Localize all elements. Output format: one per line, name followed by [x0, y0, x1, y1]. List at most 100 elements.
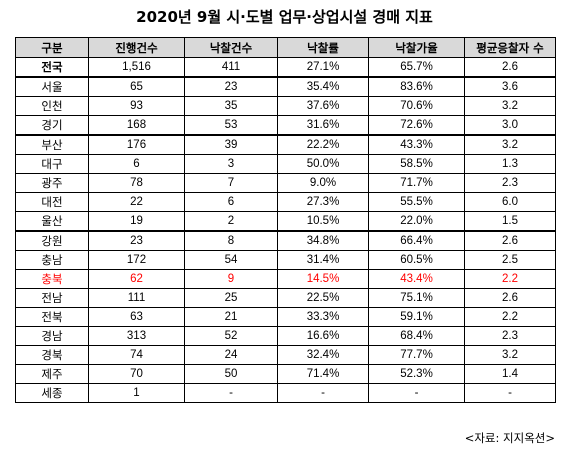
region-cell: 울산 [15, 211, 89, 232]
winning-price-ratio-cell: 71.7% [368, 173, 465, 193]
winning-rate-cell: 9.0% [277, 173, 369, 193]
column-header-winning-count: 낙찰건수 [184, 37, 278, 58]
winning-rate-cell: 33.3% [277, 307, 369, 327]
region-cell: 인천 [15, 96, 89, 116]
region-cell: 대전 [15, 192, 89, 212]
winning-count-cell: 3 [184, 154, 278, 174]
table-header-row: 구분 진행건수 낙찰건수 낙찰률 낙찰가율 평균응찰자 수 [15, 37, 556, 58]
winning-rate-cell: 32.4% [277, 345, 369, 365]
region-cell: 경북 [15, 345, 89, 365]
winning-count-cell: 9 [184, 269, 278, 289]
table-row: 서울 65 23 35.4% 83.6% 3.6 [15, 76, 556, 97]
winning-count-cell: 52 [184, 326, 278, 346]
winning-rate-cell: - [277, 383, 369, 403]
progress-count-cell: 1 [88, 383, 185, 403]
average-bidders-cell: 6.0 [464, 192, 556, 212]
average-bidders-cell: 3.2 [464, 345, 556, 365]
winning-count-cell: 35 [184, 96, 278, 116]
average-bidders-cell: 3.6 [464, 76, 556, 97]
table-row-highlighted: 충북 62 9 14.5% 43.4% 2.2 [15, 269, 556, 289]
winning-price-ratio-cell: 60.5% [368, 250, 465, 270]
winning-price-ratio-cell: 43.4% [368, 269, 465, 289]
region-cell: 전국 [15, 57, 89, 78]
column-header-region: 구분 [15, 37, 89, 58]
winning-rate-cell: 71.4% [277, 364, 369, 384]
winning-price-ratio-cell: 75.1% [368, 288, 465, 308]
column-header-progress-count: 진행건수 [88, 37, 185, 58]
progress-count-cell: 70 [88, 364, 185, 384]
winning-rate-cell: 50.0% [277, 154, 369, 174]
average-bidders-cell: 1.5 [464, 211, 556, 232]
region-cell: 세종 [15, 383, 89, 403]
progress-count-cell: 78 [88, 173, 185, 193]
winning-price-ratio-cell: 68.4% [368, 326, 465, 346]
page-title: 2020년 9월 시·도별 업무·상업시설 경매 지표 [136, 8, 433, 26]
region-cell: 전북 [15, 307, 89, 327]
progress-count-cell: 313 [88, 326, 185, 346]
winning-price-ratio-cell: 59.1% [368, 307, 465, 327]
region-cell: 경남 [15, 326, 89, 346]
progress-count-cell: 111 [88, 288, 185, 308]
winning-rate-cell: 16.6% [277, 326, 369, 346]
winning-rate-cell: 27.3% [277, 192, 369, 212]
winning-price-ratio-cell: 77.7% [368, 345, 465, 365]
average-bidders-cell: 3.2 [464, 96, 556, 116]
winning-price-ratio-cell: 58.5% [368, 154, 465, 174]
winning-count-cell: 8 [184, 230, 278, 251]
region-cell: 전남 [15, 288, 89, 308]
progress-count-cell: 172 [88, 250, 185, 270]
table-row: 충남 172 54 31.4% 60.5% 2.5 [15, 250, 556, 270]
winning-count-cell: 411 [184, 57, 278, 78]
table-row: 전북 63 21 33.3% 59.1% 2.2 [15, 307, 556, 327]
progress-count-cell: 63 [88, 307, 185, 327]
average-bidders-cell: 2.3 [464, 326, 556, 346]
table-row: 제주 70 50 71.4% 52.3% 1.4 [15, 364, 556, 384]
column-header-winning-rate: 낙찰률 [277, 37, 369, 58]
average-bidders-cell: 2.6 [464, 288, 556, 308]
table-row: 세종 1 - - - - [15, 383, 556, 403]
winning-price-ratio-cell: 22.0% [368, 211, 465, 232]
region-cell: 부산 [15, 134, 89, 155]
region-cell: 충남 [15, 250, 89, 270]
winning-price-ratio-cell: 72.6% [368, 115, 465, 136]
column-header-average-bidders: 평균응찰자 수 [464, 37, 556, 58]
average-bidders-cell: 3.0 [464, 115, 556, 136]
average-bidders-cell: 1.4 [464, 364, 556, 384]
winning-count-cell: 2 [184, 211, 278, 232]
winning-count-cell: 7 [184, 173, 278, 193]
winning-rate-cell: 37.6% [277, 96, 369, 116]
winning-price-ratio-cell: - [368, 383, 465, 403]
winning-rate-cell: 22.2% [277, 134, 369, 155]
progress-count-cell: 65 [88, 76, 185, 97]
winning-price-ratio-cell: 70.6% [368, 96, 465, 116]
table-row: 강원 23 8 34.8% 66.4% 2.6 [15, 230, 556, 251]
average-bidders-cell: 3.2 [464, 134, 556, 155]
column-header-winning-price-ratio: 낙찰가율 [368, 37, 465, 58]
progress-count-cell: 176 [88, 134, 185, 155]
winning-price-ratio-cell: 66.4% [368, 230, 465, 251]
region-cell: 대구 [15, 154, 89, 174]
winning-price-ratio-cell: 43.3% [368, 134, 465, 155]
average-bidders-cell: 1.3 [464, 154, 556, 174]
table-row: 인천 93 35 37.6% 70.6% 3.2 [15, 96, 556, 116]
winning-price-ratio-cell: 83.6% [368, 76, 465, 97]
winning-count-cell: 23 [184, 76, 278, 97]
winning-price-ratio-cell: 55.5% [368, 192, 465, 212]
source-note: <자료: 지지옥션> [464, 431, 555, 445]
table-row: 전국 1,516 411 27.1% 65.7% 2.6 [15, 57, 556, 78]
progress-count-cell: 23 [88, 230, 185, 251]
table-row: 전남 111 25 22.5% 75.1% 2.6 [15, 288, 556, 308]
winning-rate-cell: 31.4% [277, 250, 369, 270]
winning-price-ratio-cell: 65.7% [368, 57, 465, 78]
progress-count-cell: 1,516 [88, 57, 185, 78]
table-row: 울산 19 2 10.5% 22.0% 1.5 [15, 211, 556, 232]
winning-count-cell: 25 [184, 288, 278, 308]
average-bidders-cell: - [464, 383, 556, 403]
average-bidders-cell: 2.6 [464, 57, 556, 78]
winning-count-cell: 6 [184, 192, 278, 212]
winning-rate-cell: 22.5% [277, 288, 369, 308]
auction-indicator-table: 구분 진행건수 낙찰건수 낙찰률 낙찰가율 평균응찰자 수 전국 1,516 4… [15, 37, 556, 403]
table-row: 대전 22 6 27.3% 55.5% 6.0 [15, 192, 556, 212]
region-cell: 제주 [15, 364, 89, 384]
region-cell: 광주 [15, 173, 89, 193]
